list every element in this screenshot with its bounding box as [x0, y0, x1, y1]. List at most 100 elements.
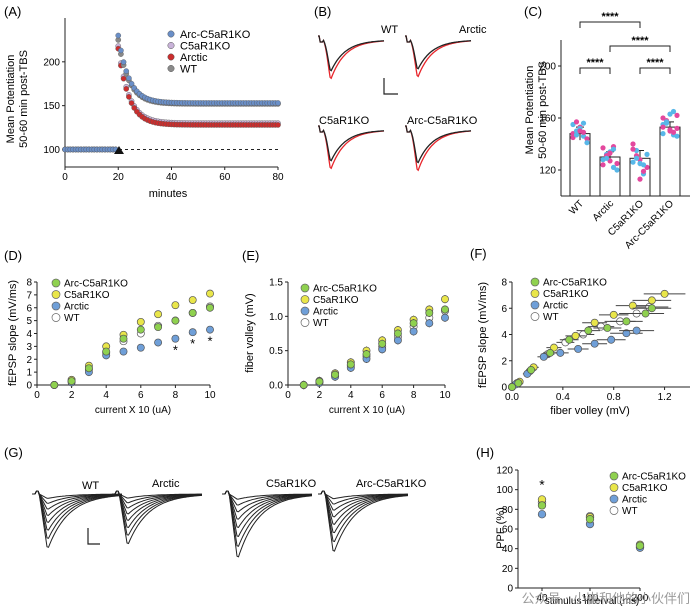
panel-d-legend-marker-arctic	[51, 301, 61, 311]
panel-e-x-tick-label: 8	[411, 390, 417, 401]
panel-d-point-arc-c5ar1ko	[84, 364, 93, 373]
panel-d-point-arc-c5ar1ko	[119, 334, 128, 343]
panel-d-y-tick-label: 1	[26, 368, 32, 379]
panel-d-point-arc-c5ar1ko	[154, 323, 163, 332]
panel-a-y-tick-label: 200	[43, 57, 60, 68]
panel-a-x-tick-label: 20	[113, 172, 125, 183]
panel-h-y-tick-label: 100	[496, 485, 513, 496]
panel-f-point-arctic	[622, 329, 631, 338]
panel-f-ylabel: fEPSP slope (mV/ms)	[477, 282, 489, 388]
panel-c-dot-arc-c5ar1ko	[663, 119, 670, 125]
panel-a-x-tick-label: 80	[272, 172, 284, 183]
panel-e-ylabel: fiber volley (mV)	[244, 293, 256, 372]
panel-c-dot-wt	[577, 128, 583, 134]
panel-c-dot-c5ar1ko	[633, 155, 640, 161]
panel-f-point-arctic	[556, 348, 565, 357]
panel-c-y-tick-label: 160	[539, 114, 556, 125]
panel-h-y-tick-label: 0	[507, 584, 513, 595]
panel-d-y-tick-label: 8	[26, 278, 32, 289]
panel-h: (H) 0 20 40 60 80 100 120 40 100 200 * Arc-C5aR1K…	[476, 445, 686, 607]
panel-a-y-tick-label: 150	[43, 101, 60, 112]
panel-h-point-arc-c5ar1ko	[537, 501, 547, 510]
panel-a-x-tick-label: 40	[166, 172, 178, 183]
panel-c-x-tick-label-wt: WT	[567, 198, 586, 217]
panel-c-significance: **** **** **** ****	[579, 11, 671, 74]
panel-h-x-tick-label: 200	[632, 593, 649, 604]
panel-d-legend-label-c5ar1ko: C5aR1KO	[64, 290, 110, 301]
panel-d-point-arc-c5ar1ko	[206, 303, 214, 312]
panel-h-label: (H)	[476, 445, 494, 460]
panel-e-x-tick-label: 2	[317, 390, 323, 401]
panel-a-legend-label-c5ar1ko: C5aR1KO	[180, 41, 231, 53]
panel-c-dot-c5ar1ko	[644, 151, 650, 157]
panel-b-traces	[318, 35, 472, 172]
panel-f-legend-label-arctic: Arctic	[543, 301, 568, 312]
panel-d-x-tick-label: 0	[34, 390, 40, 401]
panel-a-legend-label-arctic: Arctic	[180, 52, 208, 64]
panel-e-point-arc-c5ar1ko	[362, 350, 371, 359]
panel-d-y-tick-label: 7	[26, 290, 32, 301]
panel-f-point-arctic	[590, 339, 599, 348]
panel-d-point-arc-c5ar1ko	[136, 325, 145, 334]
panel-f-point-c5ar1ko	[609, 310, 618, 319]
panel-d-point-c5ar1ko	[188, 296, 197, 304]
panel-c-dot-wt	[573, 132, 580, 138]
panel-b-scale-bar	[383, 78, 398, 95]
panel-h-ylabel: PPF (%)	[495, 507, 507, 549]
panel-e-point-arc-c5ar1ko	[425, 308, 434, 317]
panel-e-point-arc-c5ar1ko	[378, 339, 387, 348]
panel-f-point-c5ar1ko	[590, 318, 599, 327]
panel-g-label: (G)	[4, 445, 23, 460]
panel-g-trace-label-wt: WT	[82, 480, 99, 492]
panel-e-point-arc-c5ar1ko	[331, 370, 340, 379]
panel-a-point-arctic	[275, 122, 281, 128]
panel-f: (F) 0.0 0.4 0.8 1.2 0 2 4 6 8 Arc-C5aR1KOC5aR1KO…	[470, 246, 690, 417]
panel-f-x-tick-label: 0.4	[556, 392, 570, 403]
panel-b-trace-black-wt	[318, 35, 385, 72]
panel-e-point-arc-c5ar1ko	[409, 319, 418, 328]
panel-a-legend-marker-arc-c5ar1ko	[167, 30, 175, 38]
panel-e-points	[299, 295, 449, 390]
panel-h-y-tick-label: 40	[502, 544, 514, 555]
panel-d-sig-star: *	[173, 343, 178, 358]
panel-c-dot-arc-c5ar1ko	[660, 131, 666, 137]
panel-b-trace-label-wt: WT	[381, 24, 398, 36]
panel-c-dot-c5ar1ko	[640, 162, 647, 168]
panel-f-point-arc-c5ar1ko	[603, 323, 612, 332]
watermark-text: 公众号 · 小崔和他的小伙伴们	[521, 592, 690, 607]
panel-d-point-arc-c5ar1ko	[67, 377, 76, 386]
panel-c-dot-arc-c5ar1ko	[660, 124, 666, 130]
panel-d-point-arctic	[171, 334, 180, 343]
panel-c-y-tick-label: 200	[539, 62, 556, 73]
panel-e-point-arc-c5ar1ko	[346, 360, 355, 369]
panel-a-legend-marker-arctic	[167, 53, 175, 61]
panel-a-point-arc-c5ar1ko	[128, 80, 135, 87]
panel-e-axes: 0 2 4 6 8 10 0.0 0.5 1.0 1.5	[269, 278, 451, 402]
panel-d-point-arc-c5ar1ko	[102, 347, 111, 356]
panel-a-y-tick-label: 100	[43, 145, 60, 156]
panel-b-trace-black-arc-c5ar1ko	[405, 125, 472, 164]
panel-e-y-tick-label: 0.0	[269, 381, 283, 392]
panel-e-x-tick-label: 10	[439, 390, 451, 401]
panel-h-legend-marker-wt	[609, 506, 619, 515]
panel-d-ylabel: fEPSP slope (mV/ms)	[7, 280, 19, 386]
panel-c-dot-arctic	[607, 150, 613, 156]
panel-e-legend-marker-c5ar1ko	[300, 295, 310, 304]
panel-a-legend-label-wt: WT	[180, 64, 197, 76]
panel-e-legend-label-c5ar1ko: C5aR1KO	[313, 295, 359, 306]
panel-f-y-tick-label: 4	[501, 330, 507, 341]
panel-e-xlabel: current X 10 (uA)	[329, 405, 405, 416]
panel-c-dot-arctic	[603, 155, 610, 161]
panel-a-point-arctic	[131, 105, 138, 111]
panel-f-point-c5ar1ko	[550, 343, 558, 352]
panel-d-x-tick-label: 8	[173, 390, 179, 401]
panel-f-point-arc-c5ar1ko	[584, 326, 593, 335]
panel-f-point-arctic	[632, 326, 641, 335]
panel-d-point-arctic	[136, 343, 145, 352]
panel-a-point-arctic	[126, 94, 132, 100]
